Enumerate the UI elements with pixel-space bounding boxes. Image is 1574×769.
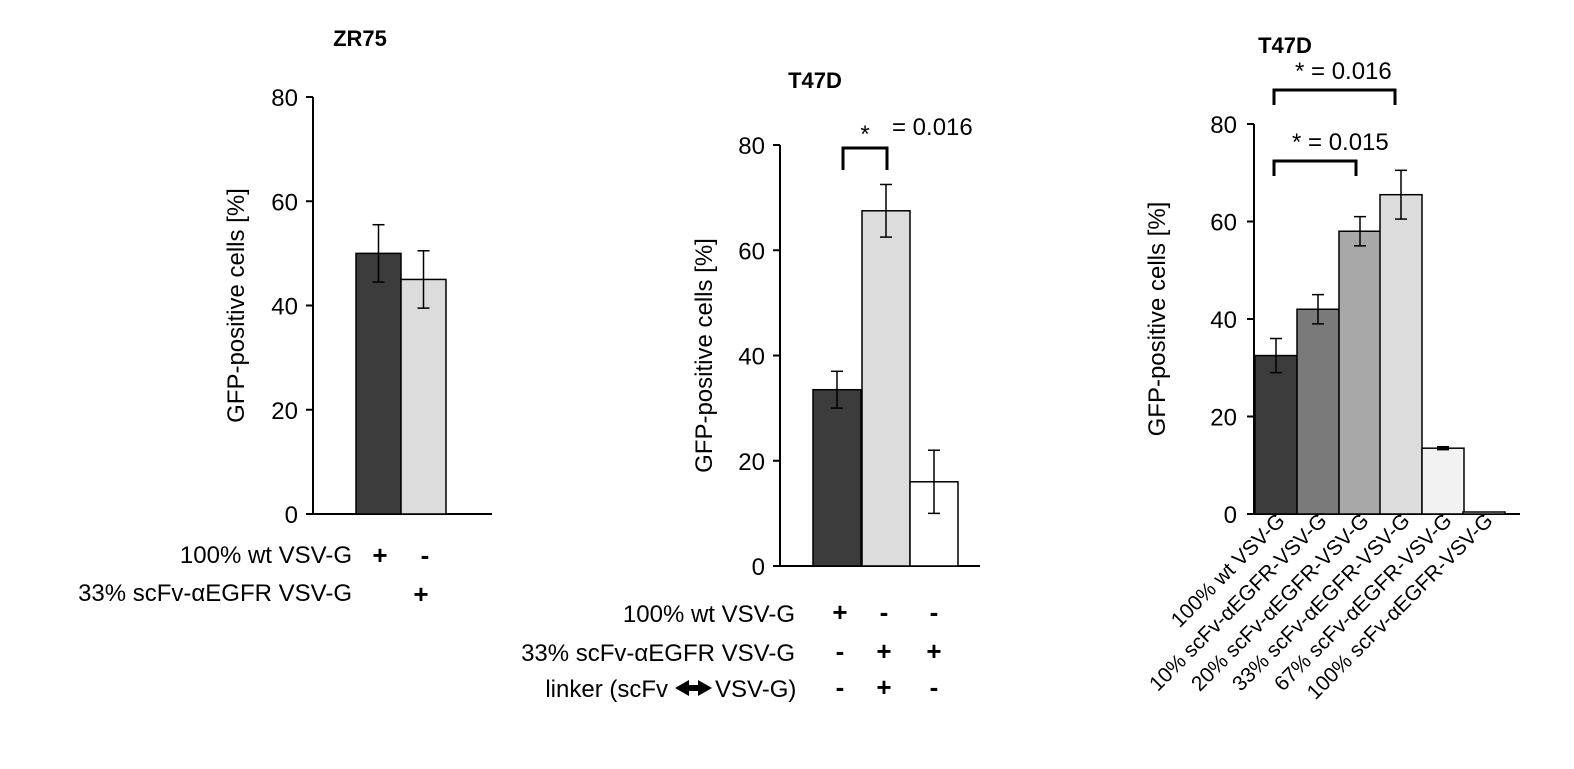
condition-row-label: 100% wt VSV-G (623, 601, 795, 628)
y-tick-label: 80 (738, 133, 765, 160)
condition-row-label: 33% scFv-αEGFR VSV-G (78, 580, 352, 607)
bar (1296, 308, 1340, 515)
y-tick-label: 0 (1224, 502, 1237, 529)
bar (355, 252, 402, 515)
condition-row-label: linker (scFv (545, 676, 668, 703)
significance-bracket (1272, 159, 1358, 176)
bar (1421, 447, 1465, 515)
condition-sign: - (930, 597, 939, 627)
condition-sign: - (880, 597, 889, 627)
chart-title: T47D (788, 68, 842, 93)
significance-label: * = 0.015 (1292, 129, 1389, 156)
y-tick-label: 80 (271, 85, 298, 112)
condition-sign: - (836, 636, 845, 666)
significance-p-value: = 0.016 (892, 114, 973, 141)
significance-label: * = 0.016 (1295, 58, 1392, 85)
condition-sign: + (926, 636, 941, 666)
bar (1254, 354, 1298, 515)
bar (812, 388, 862, 567)
condition-sign: + (413, 579, 428, 609)
bar (861, 210, 911, 567)
y-tick-label: 60 (738, 238, 765, 265)
bar (1379, 193, 1423, 515)
y-tick-label: 40 (738, 344, 765, 371)
y-tick-label: 20 (271, 398, 298, 425)
condition-sign: - (421, 540, 430, 570)
y-axis-label: GFP-positive cells [%] (1144, 202, 1171, 437)
y-tick-label: 20 (738, 449, 765, 476)
y-tick-label: 40 (271, 294, 298, 321)
condition-sign: + (876, 636, 891, 666)
y-tick-label: 20 (1210, 405, 1237, 432)
significance-bracket (841, 146, 889, 170)
y-tick-label: 0 (285, 502, 298, 529)
y-tick-label: 80 (1210, 112, 1237, 139)
condition-sign: + (876, 672, 891, 702)
significance-star: * (860, 121, 869, 148)
condition-row-label: 100% wt VSV-G (180, 542, 352, 569)
y-tick-label: 60 (1210, 210, 1237, 237)
y-axis-label: GFP-positive cells [%] (223, 188, 250, 423)
condition-sign: + (372, 540, 387, 570)
condition-sign: + (832, 597, 847, 627)
bar (1462, 511, 1506, 515)
condition-sign: - (836, 672, 845, 702)
y-tick-label: 60 (271, 189, 298, 216)
condition-row-label: VSV-G) (715, 676, 796, 703)
chart-title: ZR75 (333, 26, 387, 51)
condition-sign: - (930, 672, 939, 702)
significance-bracket (1272, 88, 1397, 105)
y-axis-label: GFP-positive cells [%] (691, 238, 718, 473)
chart-title: T47D (1258, 33, 1312, 58)
y-tick-label: 40 (1210, 307, 1237, 334)
bar (1338, 230, 1382, 515)
bar (400, 278, 447, 515)
double-arrow-icon (675, 680, 712, 696)
condition-row-label: 33% scFv-αEGFR VSV-G (521, 640, 795, 667)
y-tick-label: 0 (752, 554, 765, 581)
